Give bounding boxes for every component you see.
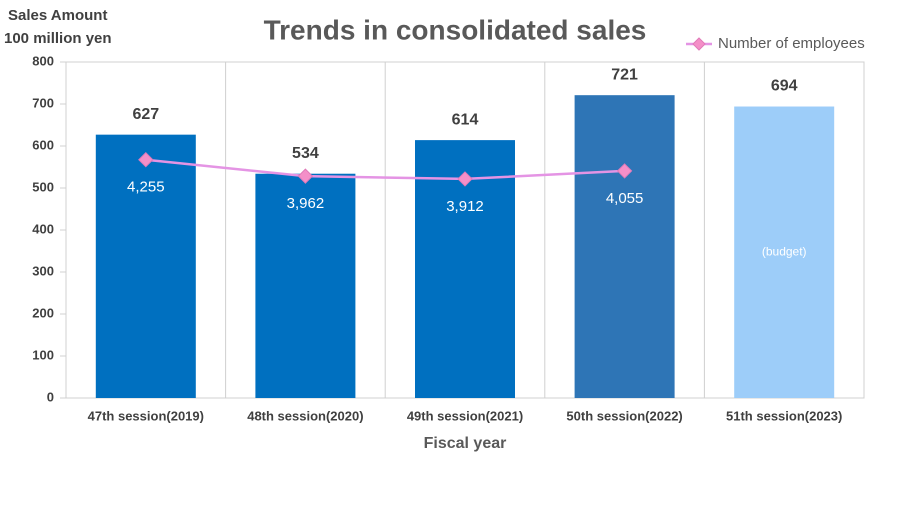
bar-value-label: 614 <box>452 111 479 128</box>
line <box>145 158 625 181</box>
y-tick-label: 100 <box>32 347 54 362</box>
bar-value-label: 534 <box>292 145 319 162</box>
y-axis-label: Sales Amount <box>8 7 107 24</box>
line-marker <box>616 163 633 179</box>
legend-marker <box>692 37 706 51</box>
y-tick-label: 500 <box>32 179 54 194</box>
line-value-label: 4,055 <box>606 190 644 207</box>
y-tick-label: 600 <box>32 137 54 152</box>
chart-title: Trends in consolidated sales <box>264 14 647 45</box>
x-tick-label: 51th session(2023) <box>726 408 842 423</box>
y-tick-label: 800 <box>32 53 54 68</box>
bar-note: (budget) <box>762 244 807 258</box>
line-value-label: 3,912 <box>446 198 484 215</box>
y-tick-label: 300 <box>32 263 54 278</box>
bar-value-label: 721 <box>611 66 638 83</box>
line-value-label: 4,255 <box>127 179 165 196</box>
bar <box>574 95 675 399</box>
y-tick-label: 200 <box>32 305 54 320</box>
legend-label: Number of employees <box>718 35 865 52</box>
y-tick-label: 400 <box>32 221 54 236</box>
x-axis-label: Fiscal year <box>424 435 507 452</box>
x-tick-label: 49th session(2021) <box>407 408 523 423</box>
bar-value-label: 694 <box>771 78 798 95</box>
x-tick-label: 48th session(2020) <box>247 408 363 423</box>
line-marker <box>457 171 473 187</box>
y-tick-label: 0 <box>47 389 54 404</box>
x-tick-label: 50th session(2022) <box>566 408 682 423</box>
bar-value-label: 627 <box>132 106 159 123</box>
bar <box>95 134 196 398</box>
line-marker <box>297 168 314 184</box>
line-marker <box>138 152 154 168</box>
bar <box>734 106 835 399</box>
y-tick-label: 700 <box>32 95 54 110</box>
bar <box>255 173 356 398</box>
x-tick-label: 47th session(2019) <box>88 408 204 423</box>
line-value-label: 3,962 <box>287 195 325 212</box>
y-axis-unit: 100 million yen <box>4 30 112 47</box>
